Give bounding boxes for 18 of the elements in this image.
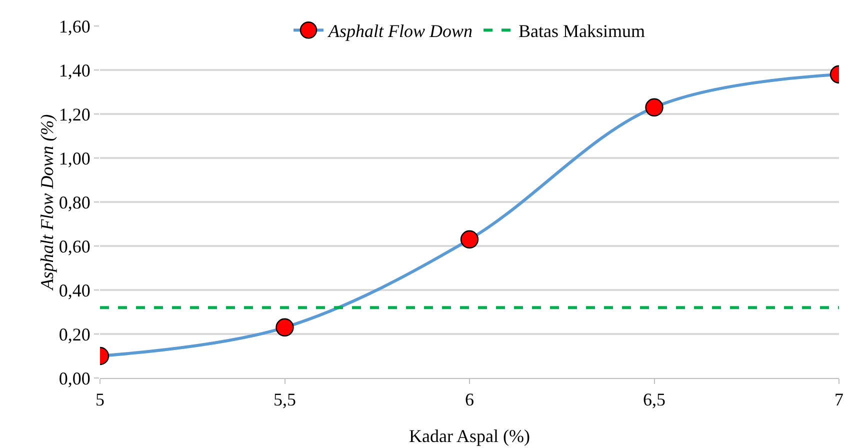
y-tick-label: 0,60 bbox=[58, 236, 90, 256]
x-tick-label: 6,5 bbox=[643, 390, 666, 410]
y-tick-label: 1,60 bbox=[58, 16, 90, 36]
x-tick-label: 6 bbox=[465, 390, 474, 410]
y-tick-label: 1,00 bbox=[58, 148, 90, 168]
x-axis-title: Kadar Aspal (%) bbox=[409, 426, 530, 446]
y-tick-label: 1,20 bbox=[58, 104, 90, 124]
x-tick-label: 7 bbox=[834, 390, 844, 410]
y-tick-label: 0,80 bbox=[58, 192, 90, 212]
y-tick-label: 0,40 bbox=[58, 280, 90, 300]
y-tick-label: 0,20 bbox=[58, 324, 90, 344]
legend-label: Asphalt Flow Down bbox=[328, 21, 473, 42]
x-tick-label: 5 bbox=[96, 390, 104, 410]
y-axis-title: Asphalt Flow Down (%) bbox=[36, 114, 57, 291]
legend-label: Batas Maksimum bbox=[518, 21, 646, 42]
x-tick-label: 5,5 bbox=[274, 390, 296, 410]
y-tick-label: 1,40 bbox=[58, 60, 90, 80]
y-tick-label: 0,00 bbox=[58, 368, 90, 388]
